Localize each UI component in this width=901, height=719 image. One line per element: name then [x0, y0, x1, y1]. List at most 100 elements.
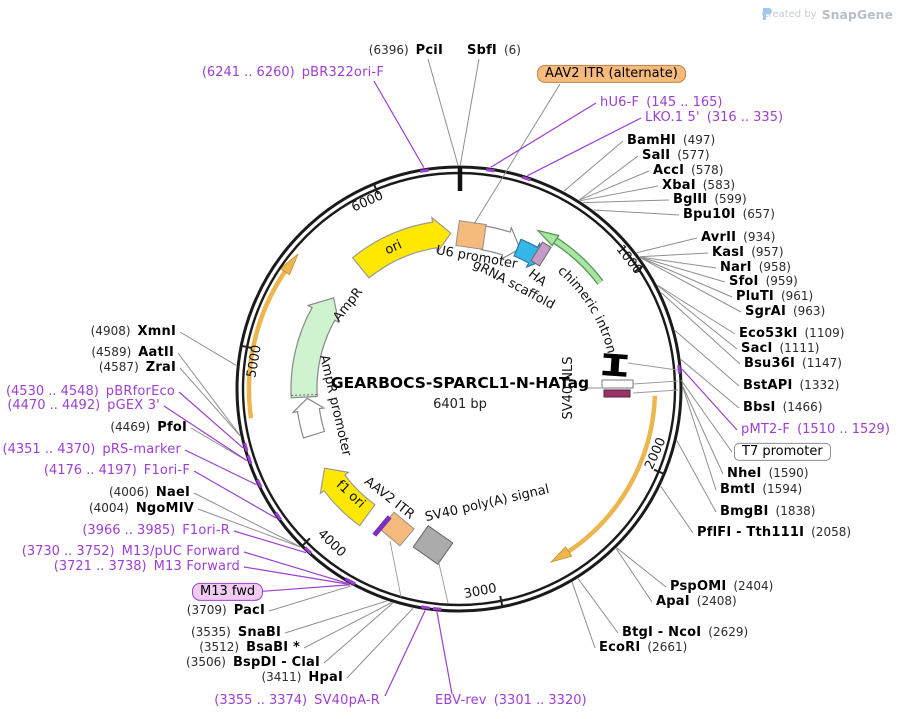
site-label-pspomi[interactable]: PspOMI (2404) — [670, 578, 774, 594]
feature-boxes[interactable] — [372, 220, 679, 604]
scale-tick-label: 3000 — [463, 581, 498, 602]
leader-eco53ki — [657, 284, 736, 335]
site-label-pfoi[interactable]: (4469) PfoI — [110, 419, 187, 435]
leader-acci — [579, 170, 650, 201]
leader-avrii — [636, 237, 698, 254]
site-label-sgrai[interactable]: SgrAI (963) — [745, 303, 826, 319]
leader-bbsi — [680, 359, 740, 409]
site-label-aav2alt[interactable]: AAV2 ITR (alternate) — [537, 64, 686, 84]
site-label-eco53ki[interactable]: Eco53kI (1109) — [739, 325, 845, 341]
leader-lines — [163, 58, 742, 697]
site-label-bsu36i[interactable]: Bsu36I (1147) — [744, 355, 842, 371]
site-label-bamhi[interactable]: BamHI (497) — [627, 132, 716, 148]
ha-tag-box[interactable] — [530, 241, 552, 267]
site-label-acci[interactable]: AccI (578) — [653, 162, 724, 178]
site-label-pflfi[interactable]: PflFI - Tth111I (2058) — [697, 524, 852, 540]
primer-binding-tick — [677, 365, 681, 374]
site-label-naei[interactable]: (4006) NaeI — [108, 484, 190, 500]
site-label-t7[interactable]: T7 promoter — [734, 442, 831, 462]
site-label-bbsi[interactable]: BbsI (1466) — [743, 399, 823, 415]
leader-apai — [615, 548, 653, 603]
site-label-m13puc[interactable]: (3730 .. 3752) M13/pUC Forward — [21, 543, 240, 559]
feature-ori-arrow[interactable] — [351, 216, 452, 279]
site-label-sv40par[interactable]: (3355 .. 3374) SV40pA-R — [214, 692, 380, 708]
primer-binding-tick — [304, 546, 313, 555]
site-label-sfoi[interactable]: SfoI (959) — [729, 273, 798, 289]
leader-bmti — [682, 387, 717, 491]
site-label-bpu10i[interactable]: Bpu10I (657) — [683, 206, 775, 222]
site-label-m13forward[interactable]: (3721 .. 3738) M13 Forward — [53, 558, 240, 574]
site-label-xbai[interactable]: XbaI (583) — [662, 177, 736, 193]
site-label-saci[interactable]: SacI (1111) — [741, 340, 820, 356]
leader-bsabi — [303, 602, 392, 649]
site-label-bsabi[interactable]: (3512) BsaBI * — [199, 639, 300, 655]
site-label-prsmarker[interactable]: (4351 .. 4370) pRS-marker — [2, 441, 181, 457]
site-label-bglii[interactable]: BglII (599) — [673, 191, 747, 207]
site-label-bspdi[interactable]: (3506) BspDI - ClaI — [186, 654, 320, 670]
leader-ebvrev — [436, 611, 453, 695]
sv40-nls-box[interactable] — [603, 389, 631, 398]
pullout-leader — [632, 389, 679, 394]
leader-lko15 — [527, 117, 642, 177]
feature-arrows[interactable] — [290, 216, 604, 527]
pulled-feature-white[interactable] — [601, 379, 634, 389]
site-label-f1orir[interactable]: (3966 .. 3985) F1ori-R — [82, 522, 230, 538]
feature-ampr-promoter-arrow[interactable] — [291, 397, 326, 439]
leader-pflfi — [660, 486, 694, 534]
site-label-bmti[interactable]: BmtI (1594) — [720, 481, 803, 497]
t7-promoter-glyph[interactable] — [602, 353, 628, 377]
primer-binding-tick — [246, 454, 253, 464]
site-label-kasi[interactable]: KasI (957) — [712, 244, 784, 260]
site-label-hu6f[interactable]: hU6-F (145 .. 165) — [600, 94, 723, 110]
feature-u6-promoter-arrow[interactable] — [480, 225, 521, 261]
site-label-bmgbi[interactable]: BmgBI (1838) — [720, 503, 816, 519]
leader-xbai — [580, 185, 659, 202]
feature-f1-ori-arrow[interactable] — [319, 467, 376, 527]
leader-m13puc — [243, 551, 348, 584]
feature-label-amprprom: AmpR promoter — [316, 354, 354, 459]
site-label-snabi[interactable]: (3535) SnaBI — [190, 624, 281, 640]
site-label-sbf[interactable]: SbfI (6) — [467, 42, 521, 58]
primer-binding-tick — [274, 511, 282, 521]
site-label-pgex3[interactable]: (4470 .. 4492) pGEX 3' — [7, 397, 160, 413]
site-label-sali[interactable]: SalI (577) — [642, 147, 710, 163]
leader-sbf — [459, 58, 480, 166]
site-label-pmt2f[interactable]: pMT2-F (1510 .. 1529) — [741, 421, 890, 437]
feature-ampr-arrow[interactable] — [290, 297, 340, 399]
leader-sv40par — [384, 610, 426, 697]
site-label-btgi[interactable]: BtgI - NcoI (2629) — [622, 624, 749, 640]
site-label-nari[interactable]: NarI (958) — [720, 259, 791, 275]
site-label-aatii[interactable]: (4589) AatII — [91, 344, 174, 360]
site-label-paci[interactable]: (3709) PacI — [186, 602, 265, 618]
site-label-zrai[interactable]: (4587) ZraI — [98, 359, 176, 375]
site-label-pci[interactable]: (6396) PciI — [368, 42, 443, 58]
site-label-avrii[interactable]: AvrII (934) — [701, 229, 776, 245]
leader-bmgbi — [676, 440, 717, 513]
leader-bstapi — [674, 330, 740, 387]
site-label-f1orif[interactable]: (4176 .. 4197) F1ori-F — [43, 462, 190, 478]
leader-btgi — [577, 578, 619, 634]
leader-sfoi — [639, 256, 726, 283]
aav2-itr-alternate-box[interactable] — [455, 220, 487, 250]
feature-label-ori: ori — [383, 238, 405, 259]
site-label-bstapi[interactable]: BstAPI (1332) — [743, 377, 840, 393]
site-label-pbr322orif[interactable]: (6241 .. 6260) pBR322ori-F — [201, 64, 384, 80]
sv40-polya-box[interactable] — [412, 525, 454, 565]
site-label-m13fwd[interactable]: M13 fwd — [192, 582, 264, 602]
leader-t7 — [680, 379, 733, 453]
site-label-lko15[interactable]: LKO.1 5' (316 .. 335) — [645, 109, 784, 125]
site-label-apai[interactable]: ApaI (2408) — [656, 593, 737, 609]
site-label-nhei[interactable]: NheI (1590) — [727, 465, 809, 481]
leader-bamhi — [563, 140, 624, 192]
site-label-hpai[interactable]: (3411) HpaI — [261, 669, 343, 685]
site-label-pluti[interactable]: PluTI (961) — [736, 288, 814, 304]
site-label-ecori[interactable]: EcoRI (2661) — [599, 639, 688, 655]
site-label-ngomiv[interactable]: (4004) NgoMIV — [88, 500, 194, 516]
primer-binding-tick — [256, 478, 263, 488]
site-label-xmni[interactable]: (4908) XmnI — [90, 323, 176, 339]
site-label-ebvrev[interactable]: EBV-rev (3301 .. 3320) — [435, 692, 587, 708]
leader-prsmarker — [184, 449, 257, 486]
leader-bpu10i — [593, 209, 680, 216]
site-label-pbrforeco[interactable]: (4530 .. 4548) pBRforEco — [5, 383, 175, 399]
